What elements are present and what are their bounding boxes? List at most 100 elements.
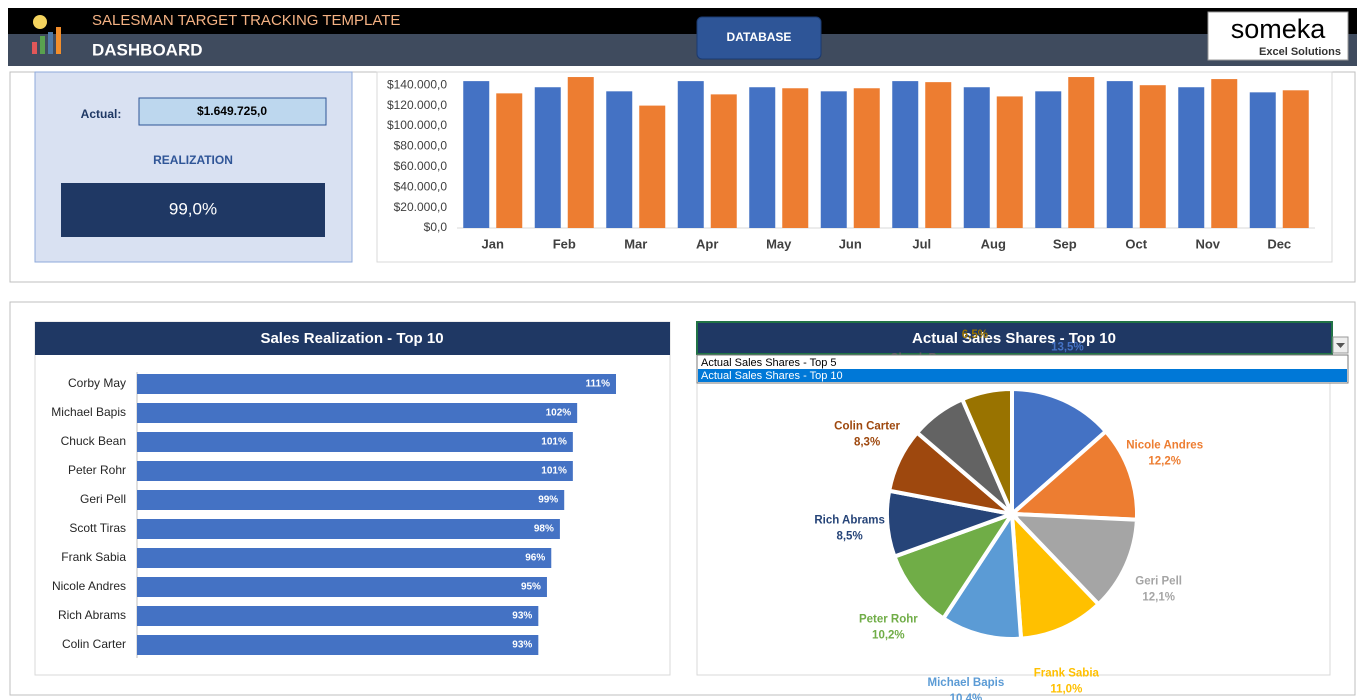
- bar: [639, 105, 666, 228]
- y-tick-label: $80.000,0: [394, 139, 448, 153]
- y-tick-label: $140.000,0: [387, 77, 447, 91]
- y-tick-label: Colin Carter: [62, 637, 126, 651]
- header-bar-lower: [8, 34, 1357, 66]
- y-tick-label: $120.000,0: [387, 98, 447, 112]
- dropdown-option[interactable]: Actual Sales Shares - Top 5: [701, 357, 837, 369]
- bar: [996, 96, 1023, 228]
- pie-slice: [1010, 386, 1109, 519]
- bar: [496, 93, 523, 228]
- bar: [925, 82, 952, 228]
- x-tick-label: Jan: [482, 236, 504, 251]
- pie-value-label: 11,0%: [1050, 683, 1082, 695]
- bar: [137, 374, 616, 394]
- button-label[interactable]: DATABASE: [727, 30, 792, 44]
- pie-slice: [959, 386, 1014, 515]
- bar: [137, 635, 539, 655]
- dropdown-option[interactable]: Actual Sales Shares - Top 10: [701, 370, 843, 382]
- bar: [137, 490, 565, 510]
- bar: [606, 91, 633, 228]
- y-tick-label: Chuck Bean: [61, 434, 126, 448]
- x-tick-label: Feb: [553, 236, 576, 251]
- y-tick-label: $100.000,0: [387, 118, 447, 132]
- bar: [710, 94, 737, 228]
- chart-title: Actual Sales Shares - Top 10: [912, 330, 1116, 347]
- app-title: SALESMAN TARGET TRACKING TEMPLATE: [92, 12, 400, 29]
- bar: [137, 461, 573, 481]
- data-label: 95%: [521, 582, 541, 593]
- y-tick-label: $60.000,0: [394, 159, 448, 173]
- data-label: 98%: [534, 524, 554, 535]
- y-tick-label: Scott Tiras: [69, 521, 126, 535]
- kpi-label: Actual:: [81, 107, 122, 121]
- bar: [963, 87, 990, 229]
- x-tick-label: Apr: [696, 236, 718, 251]
- bar: [137, 548, 552, 568]
- kpi-value-box: [61, 183, 325, 237]
- data-label: 96%: [525, 553, 545, 564]
- pie-slice: [1007, 511, 1139, 608]
- data-label: 93%: [512, 611, 532, 622]
- logo-name: someka: [1231, 14, 1327, 44]
- dropdown-highlight: [698, 369, 1347, 382]
- x-tick-label: Mar: [624, 236, 647, 251]
- pie-label: Colin Carter: [834, 421, 900, 433]
- pie-value-label: 8,5%: [836, 531, 862, 543]
- data-label: 102%: [546, 408, 572, 419]
- chart-title: Sales Realization - Top 10: [260, 330, 443, 347]
- x-tick-label: Nov: [1195, 236, 1220, 251]
- bar: [137, 519, 560, 539]
- app-icon: [32, 15, 61, 54]
- x-tick-label: Oct: [1125, 236, 1147, 251]
- chart-title-bar: [35, 322, 670, 355]
- y-tick-label: Michael Bapis: [51, 405, 126, 419]
- pie-label: Michael Bapis: [928, 677, 1005, 689]
- y-tick-label: $20.000,0: [394, 200, 448, 214]
- bar: [463, 81, 490, 229]
- bar: [1106, 81, 1133, 229]
- bar: [534, 87, 561, 229]
- bar: [782, 88, 809, 228]
- bar: [853, 88, 880, 228]
- pie-value-label: 10,2%: [872, 629, 905, 641]
- pie-slice: [1009, 508, 1102, 641]
- bar: [1249, 92, 1276, 228]
- bar: [1178, 87, 1205, 229]
- pie-value-label: 8,3%: [854, 437, 880, 449]
- charts: $0,0 $20.000,0 $40.000,0 $60.000,0 $80.000,0…: [51, 77, 1315, 700]
- logo-box: [1207, 11, 1349, 61]
- x-tick-label: May: [766, 236, 792, 251]
- bar: [137, 432, 573, 452]
- y-tick-label: $40.000,0: [394, 179, 448, 193]
- y-tick-label: Corby May: [68, 376, 126, 390]
- y-tick-label: Peter Rohr: [68, 463, 126, 477]
- pie-value-label: 12,1%: [1142, 592, 1175, 604]
- pie-value-label: 6,5%: [962, 329, 988, 341]
- kpi-label: REALIZATION: [153, 153, 233, 167]
- page-title: DASHBOARD: [92, 40, 203, 59]
- database-button[interactable]: DATABASE: [696, 16, 822, 60]
- pie-value-label: 10,4%: [950, 693, 983, 700]
- pie-label: Peter Rohr: [859, 613, 918, 625]
- y-tick-label: Nicole Andres: [52, 579, 126, 593]
- y-tick-label: $0,0: [424, 220, 448, 234]
- x-tick-label: Jun: [839, 236, 862, 251]
- button-shape[interactable]: [696, 16, 822, 60]
- kpi-value-box: [138, 97, 327, 126]
- bar: [1211, 79, 1238, 228]
- dropdown-arrow-icon[interactable]: [1336, 343, 1345, 348]
- bar: [820, 91, 847, 228]
- header-bar: [8, 8, 1357, 34]
- bar: [137, 577, 547, 597]
- pie-label: Frank Sabia: [1034, 667, 1100, 679]
- data-label: 111%: [586, 379, 611, 390]
- pie-value-label: 12,2%: [1148, 455, 1181, 467]
- x-tick-label: Sep: [1053, 236, 1077, 251]
- data-label: 99%: [538, 495, 558, 506]
- pie-value-label: 13,5%: [1051, 341, 1084, 353]
- bar: [892, 81, 919, 229]
- pie-label: Nicole Andres: [1126, 439, 1203, 451]
- bar: [1068, 77, 1095, 228]
- kpi-value: 99,0%: [169, 199, 217, 218]
- x-tick-label: Jul: [912, 236, 931, 251]
